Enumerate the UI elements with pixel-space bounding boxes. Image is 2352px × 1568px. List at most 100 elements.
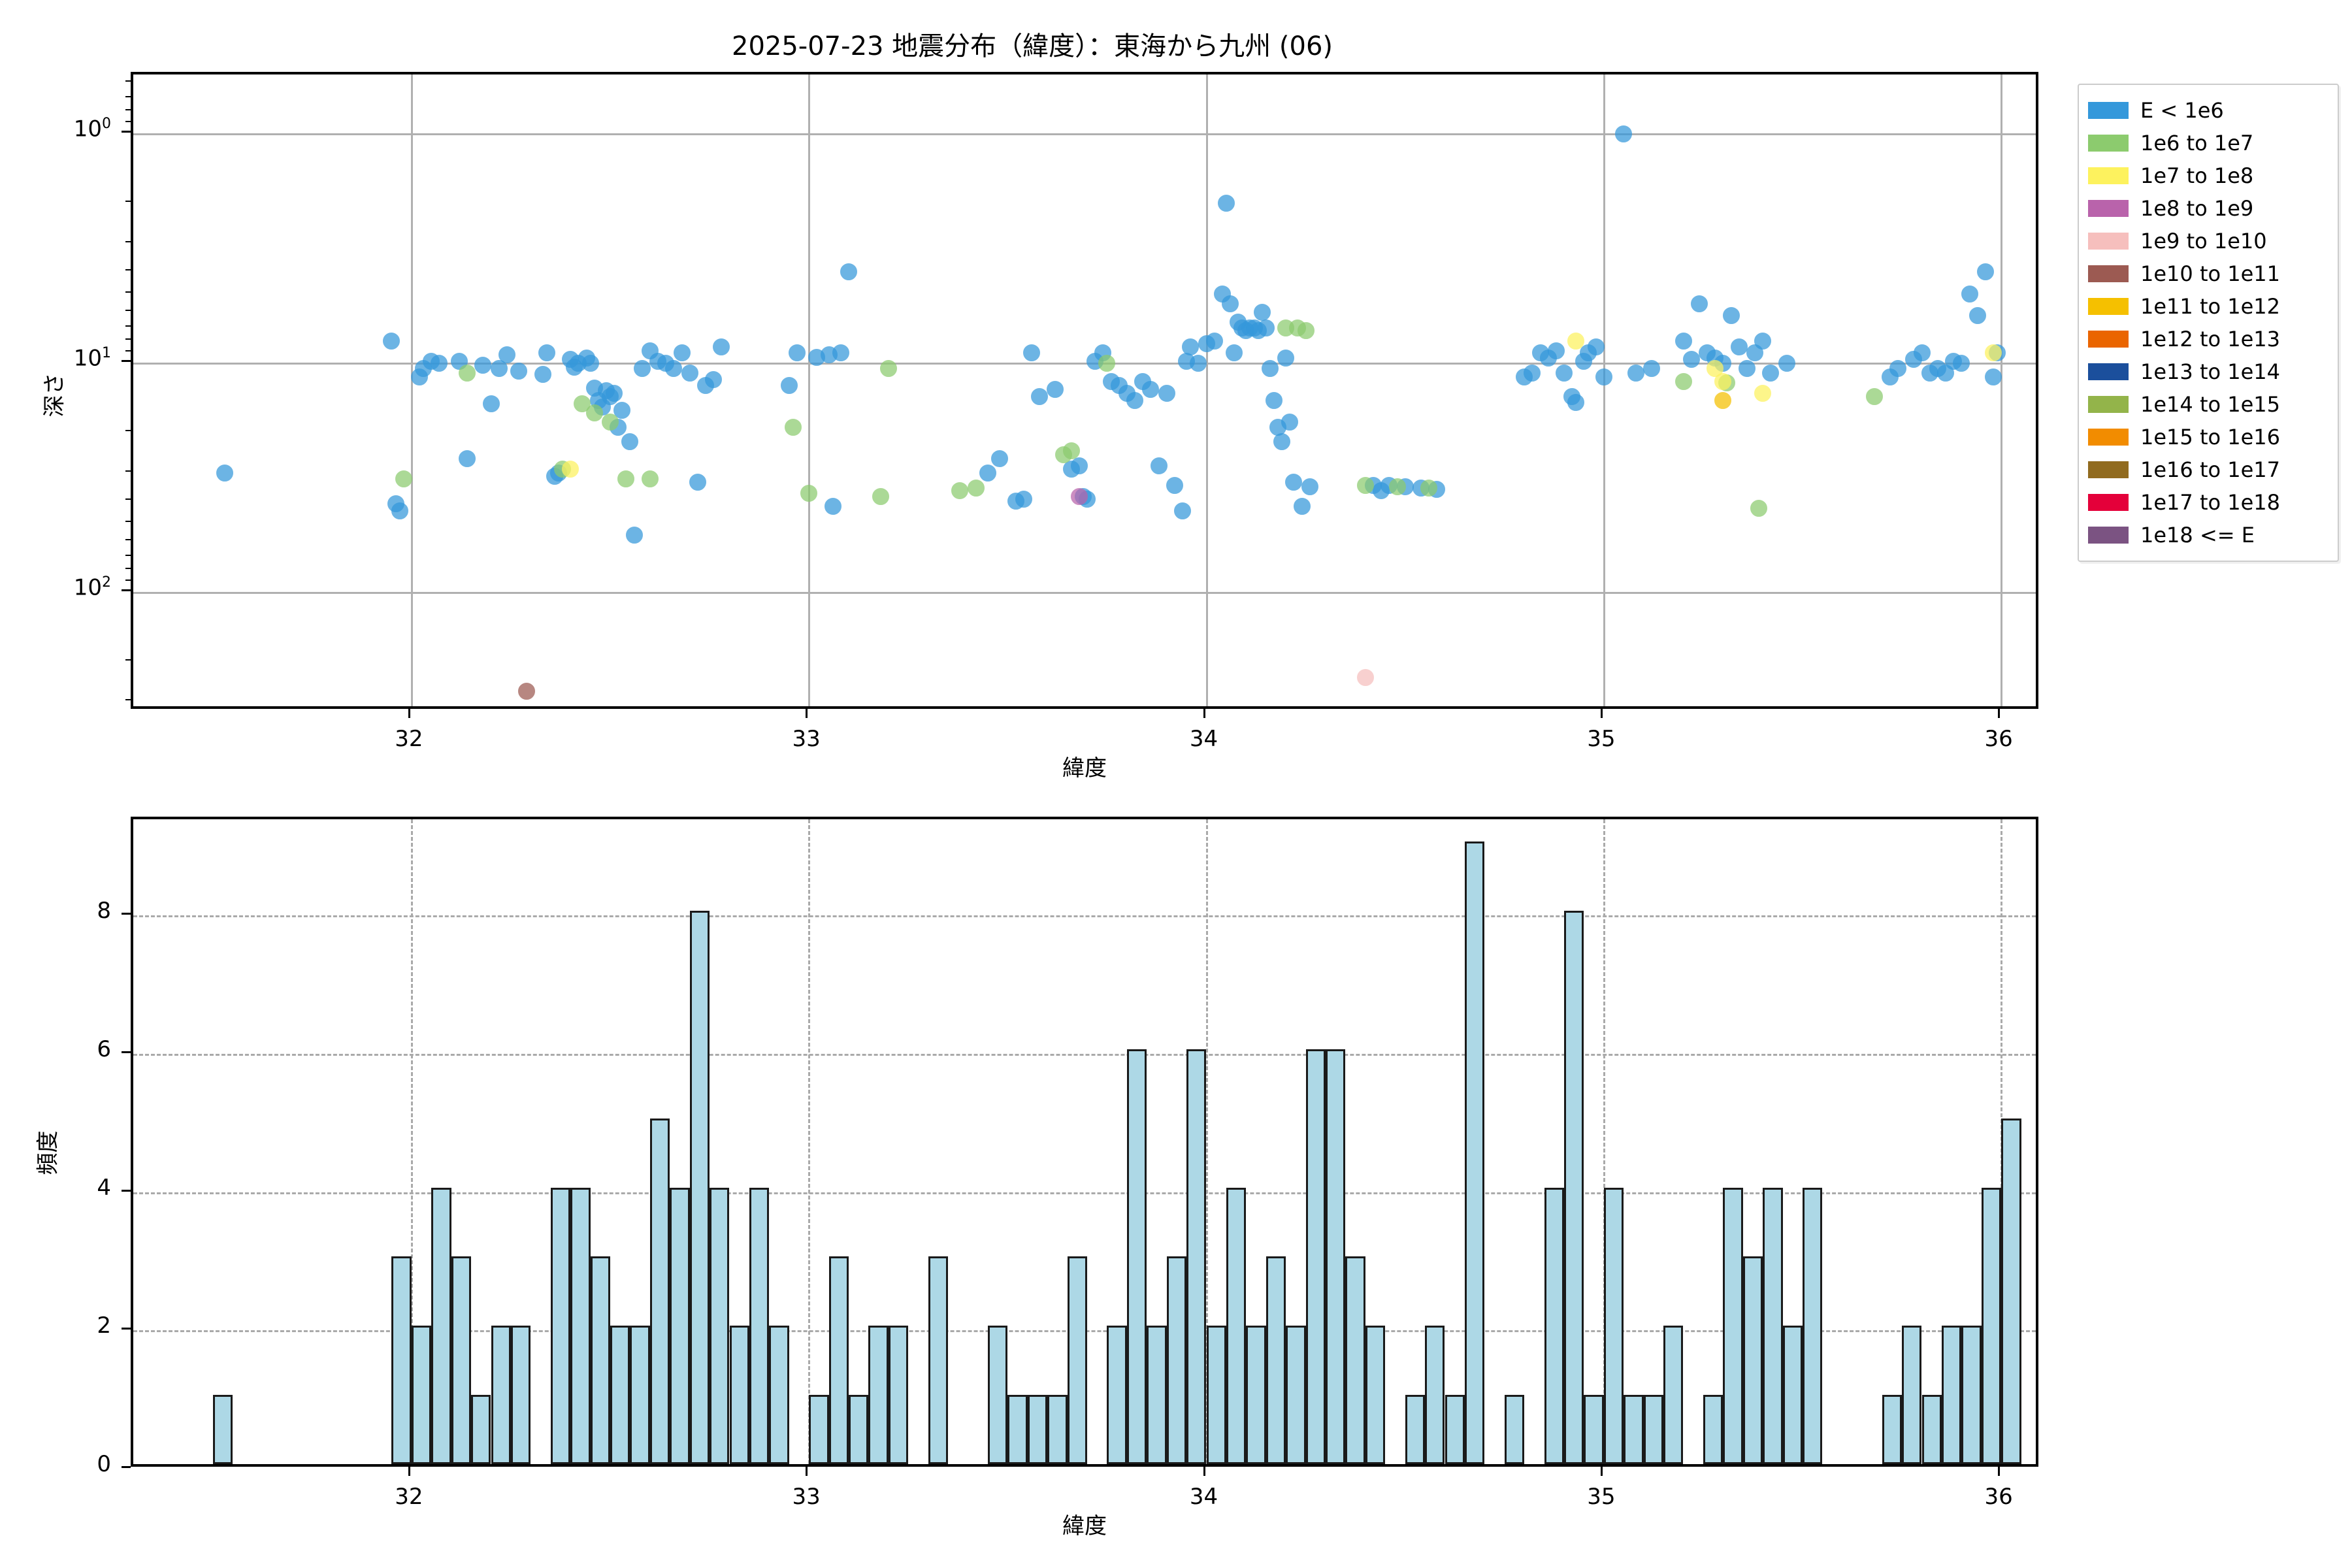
scatter-point — [1222, 295, 1239, 312]
legend-swatch-icon — [2088, 167, 2129, 184]
legend-item-label: 1e14 to 1e15 — [2140, 392, 2280, 417]
legend-item[interactable]: 1e14 to 1e15 — [2088, 388, 2327, 421]
histogram-bar — [1941, 1326, 1962, 1464]
histogram-bar — [1603, 1187, 1624, 1464]
scatter-point — [1265, 391, 1282, 409]
legend-item-label: 1e15 to 1e16 — [2140, 425, 2280, 449]
histogram-bar — [471, 1395, 491, 1464]
histogram-bar — [491, 1326, 511, 1464]
histogram-bar — [590, 1256, 610, 1464]
histogram-bar — [649, 1118, 670, 1464]
scatter-point — [1285, 474, 1303, 491]
histogram-bar — [1564, 911, 1584, 1464]
legend-swatch-icon — [2088, 461, 2129, 478]
legend-item[interactable]: 1e8 to 1e9 — [2088, 192, 2327, 225]
legend-item[interactable]: 1e16 to 1e17 — [2088, 453, 2327, 486]
scatter-ytick-minor — [125, 568, 131, 569]
histogram-bar — [1226, 1187, 1247, 1464]
scatter-point — [482, 395, 500, 412]
scatter-point — [1217, 194, 1235, 212]
legend-item-label: 1e13 to 1e14 — [2140, 359, 2280, 384]
scatter-ytick-minor — [125, 521, 131, 523]
histogram-bar — [510, 1326, 531, 1464]
legend-item[interactable]: 1e18 <= E — [2088, 519, 2327, 551]
histogram-bar — [1961, 1326, 1982, 1464]
scatter-point — [1595, 368, 1612, 386]
legend-item[interactable]: 1e11 to 1e12 — [2088, 290, 2327, 323]
histogram-bar — [1266, 1256, 1286, 1464]
scatter-point — [1031, 388, 1048, 406]
scatter-point — [641, 470, 659, 488]
scatter-ytick-minor — [125, 200, 131, 202]
histogram-ytick-label: 4 — [97, 1174, 111, 1201]
scatter-point — [784, 418, 802, 436]
scatter-xtick-label: 34 — [1189, 726, 1218, 752]
scatter-point — [824, 497, 841, 515]
legend-item[interactable]: E < 1e6 — [2088, 94, 2327, 127]
scatter-point — [1166, 476, 1183, 494]
scatter-ytick-minor — [125, 350, 131, 351]
histogram-bar — [828, 1256, 849, 1464]
legend-item[interactable]: 1e15 to 1e16 — [2088, 421, 2327, 453]
scatter-point — [1714, 372, 1732, 390]
scatter-point — [967, 480, 985, 497]
legend-item-label: 1e12 to 1e13 — [2140, 327, 2280, 351]
scatter-point — [1968, 307, 1986, 325]
legend-item[interactable]: 1e12 to 1e13 — [2088, 323, 2327, 355]
scatter-point — [216, 464, 233, 482]
histogram-gridline-x — [1205, 819, 1208, 1464]
scatter-point — [872, 487, 889, 505]
histogram-ytick-label: 8 — [97, 898, 111, 924]
histogram-bar — [1624, 1395, 1644, 1464]
legend-item[interactable]: 1e9 to 1e10 — [2088, 225, 2327, 257]
legend: E < 1e6 1e6 to 1e7 1e7 to 1e8 1e8 to 1e9 1e9… — [2078, 84, 2339, 562]
scatter-ytick-minor — [125, 554, 131, 556]
legend-item-label: E < 1e6 — [2140, 98, 2224, 123]
scatter-ytick-minor — [125, 291, 131, 293]
scatter-ytick — [122, 131, 131, 133]
scatter-xtick-label: 36 — [1984, 726, 2013, 752]
scatter-point — [1297, 322, 1315, 339]
scatter-point — [633, 359, 651, 377]
scatter-point — [1253, 304, 1271, 321]
scatter-point — [951, 482, 969, 500]
histogram-bar — [1186, 1049, 1207, 1464]
scatter-point — [585, 404, 603, 422]
histogram-bar — [1703, 1395, 1723, 1464]
scatter-point — [788, 344, 806, 361]
scatter-ytick-minor — [125, 269, 131, 271]
scatter-gridline-x — [2001, 74, 2003, 706]
scatter-point — [879, 359, 897, 377]
scatter-ytick-minor — [125, 80, 131, 82]
legend-item[interactable]: 1e10 to 1e11 — [2088, 257, 2327, 290]
legend-item[interactable]: 1e7 to 1e8 — [2088, 159, 2327, 192]
scatter-gridline-y — [133, 133, 2036, 136]
histogram-bar — [411, 1326, 432, 1464]
histogram-xtick-label: 32 — [395, 1484, 423, 1510]
scatter-point — [1762, 364, 1780, 382]
scatter-ytick-minor — [125, 539, 131, 541]
histogram-bar — [1723, 1187, 1743, 1464]
legend-item[interactable]: 1e6 to 1e7 — [2088, 127, 2327, 159]
scatter-ytick-label: 101 — [73, 345, 111, 372]
scatter-point — [1778, 355, 1795, 372]
scatter-gridline-y — [133, 592, 2036, 595]
histogram-bar — [1643, 1395, 1664, 1464]
histogram-bar — [1742, 1256, 1763, 1464]
histogram-bar — [1803, 1187, 1823, 1464]
legend-item[interactable]: 1e13 to 1e14 — [2088, 355, 2327, 388]
legend-item[interactable]: 1e17 to 1e18 — [2088, 486, 2327, 519]
scatter-point — [395, 470, 412, 488]
scatter-gridline-x — [410, 74, 413, 706]
scatter-point — [1301, 478, 1318, 495]
scatter-point — [1062, 442, 1080, 459]
legend-swatch-icon — [2088, 102, 2129, 119]
histogram-ytick-label: 2 — [97, 1313, 111, 1339]
histogram-xtick — [1998, 1467, 2001, 1476]
histogram-bar — [1147, 1326, 1167, 1464]
scatter-ytick-minor — [125, 699, 131, 701]
scatter-point — [1356, 669, 1374, 687]
histogram-bar — [1365, 1326, 1386, 1464]
scatter-ytick-minor — [125, 121, 131, 123]
page-title: 2025-07-23 地震分布（緯度）：東海から九州 (06) — [732, 31, 1333, 61]
